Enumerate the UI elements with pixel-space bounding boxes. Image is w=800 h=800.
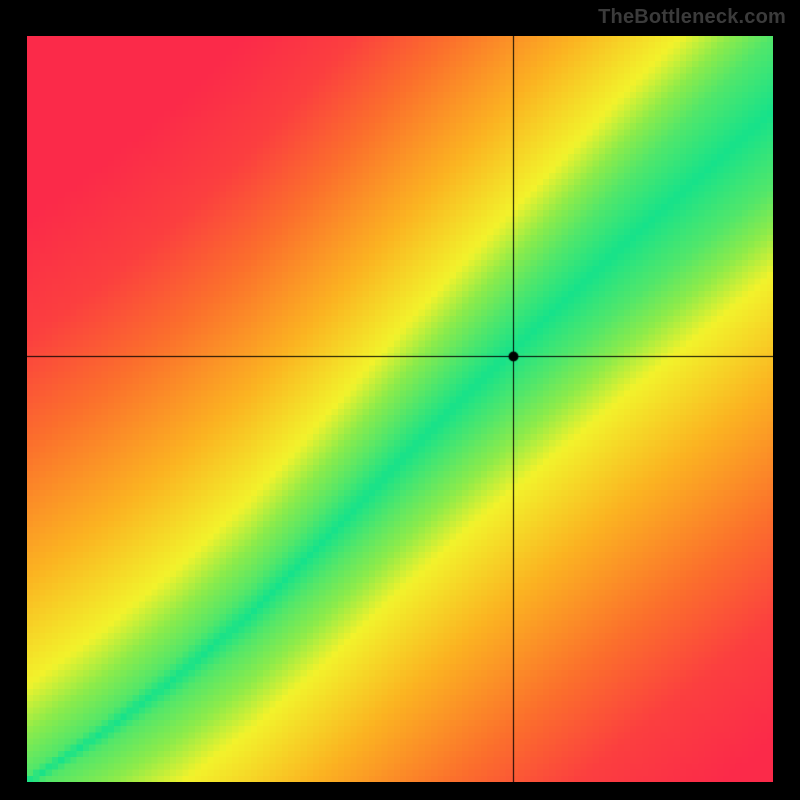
chart-frame: TheBottleneck.com bbox=[0, 0, 800, 800]
crosshair-overlay bbox=[27, 36, 773, 782]
watermark-text: TheBottleneck.com bbox=[598, 6, 786, 29]
